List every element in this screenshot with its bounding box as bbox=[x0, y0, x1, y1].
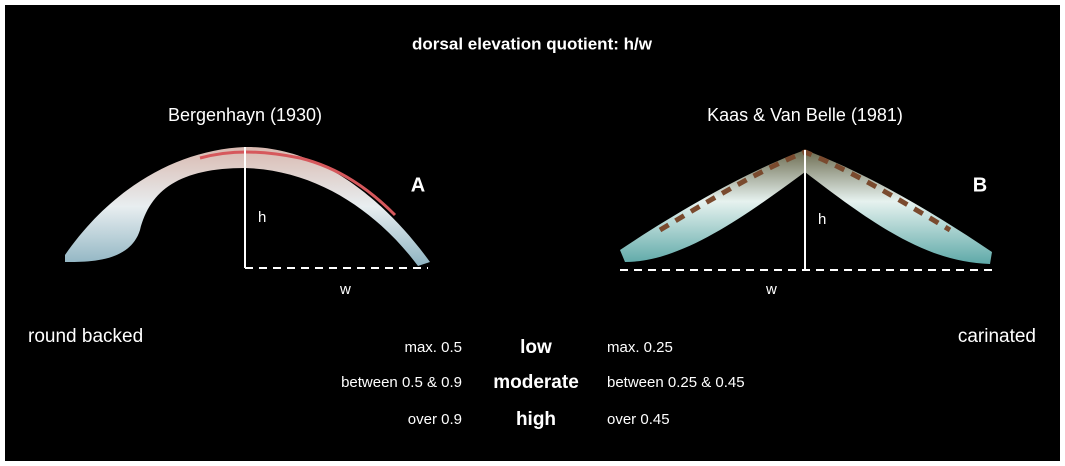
left-range: max. 0.5 bbox=[404, 339, 462, 356]
title: dorsal elevation quotient: h/w bbox=[412, 34, 653, 53]
shell-image bbox=[620, 150, 992, 264]
background bbox=[5, 5, 1060, 461]
right-range: over 0.45 bbox=[607, 411, 670, 428]
category: low bbox=[520, 337, 552, 358]
h-label: h bbox=[258, 209, 266, 226]
classification-table: max. 0.5 low max. 0.25 between 0.5 & 0.9 mod… bbox=[341, 337, 745, 430]
panel-author: Kaas & Van Belle (1981) bbox=[707, 105, 903, 125]
category: high bbox=[516, 409, 556, 430]
panel-letter: B bbox=[973, 174, 987, 196]
right-range: max. 0.25 bbox=[607, 339, 673, 356]
panel-author: Bergenhayn (1930) bbox=[168, 105, 322, 125]
shell-image bbox=[65, 146, 430, 266]
left-range: between 0.5 & 0.9 bbox=[341, 374, 462, 391]
right-range: between 0.25 & 0.45 bbox=[607, 374, 745, 391]
h-label: h bbox=[818, 211, 826, 228]
w-label: w bbox=[339, 281, 351, 298]
left-range: over 0.9 bbox=[408, 411, 462, 428]
w-label: w bbox=[765, 281, 777, 298]
right-label: carinated bbox=[958, 326, 1036, 347]
category: moderate bbox=[493, 372, 579, 393]
left-label: round backed bbox=[28, 326, 143, 347]
shell-stripe bbox=[199, 150, 397, 217]
panel-letter: A bbox=[411, 174, 425, 196]
